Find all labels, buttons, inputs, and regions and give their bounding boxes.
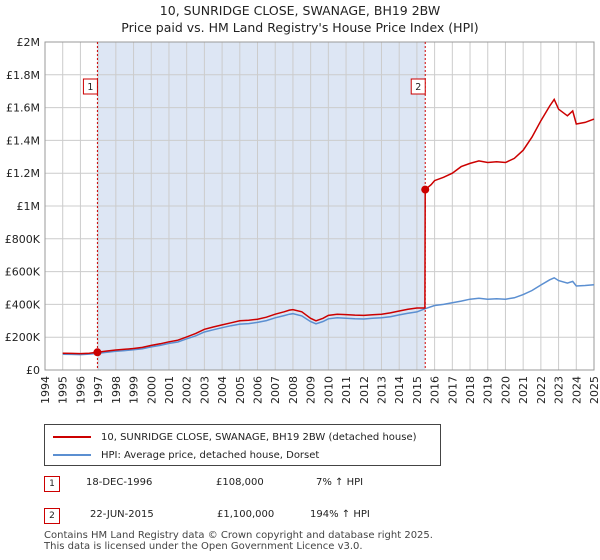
x-tick-label: 2025 — [588, 376, 600, 404]
y-tick-label: £200K — [5, 331, 41, 344]
x-tick-label: 2023 — [553, 376, 566, 404]
y-tick-label: £0 — [26, 364, 40, 377]
property-price-line — [62, 97, 595, 355]
legend-item-hpi: HPI: Average price, detached house, Dors… — [45, 446, 319, 464]
sale-annotation-box — [82, 78, 98, 95]
x-tick-label: 2017 — [446, 376, 459, 404]
transaction-row: 2 22-JUN-2015 £1,100,000 194% ↑ HPI — [44, 508, 564, 524]
transaction-marker: 2 — [44, 508, 60, 524]
x-tick-label: 2007 — [269, 376, 282, 404]
legend: 10, SUNRIDGE CLOSE, SWANAGE, BH19 2BW (d… — [44, 424, 441, 466]
legend-item-property: 10, SUNRIDGE CLOSE, SWANAGE, BH19 2BW (d… — [45, 428, 417, 446]
legend-swatch-property — [53, 436, 91, 438]
x-tick-label: 2001 — [163, 376, 176, 404]
y-tick-label: £1.4M — [6, 134, 40, 147]
x-tick-label: 1996 — [74, 376, 87, 404]
footer-copyright: Contains HM Land Registry data © Crown c… — [44, 530, 433, 541]
chart-title-line1: 10, SUNRIDGE CLOSE, SWANAGE, BH19 2BW — [159, 3, 441, 18]
footer: Contains HM Land Registry data © Crown c… — [44, 530, 433, 552]
x-tick-label: 2020 — [499, 376, 512, 404]
x-tick-label: 2014 — [393, 376, 406, 404]
x-tick-label: 2019 — [482, 376, 495, 404]
sale-annotation-box — [410, 78, 426, 95]
x-tick-label: 2018 — [464, 376, 477, 404]
x-tick-label: 2006 — [252, 376, 265, 404]
y-tick-label: £2M — [17, 36, 41, 49]
x-tick-label: 2000 — [145, 376, 158, 404]
transaction-date: 18-DEC-1996 — [86, 477, 153, 488]
y-tick-label: £600K — [5, 266, 41, 279]
transaction-marker: 1 — [44, 476, 60, 492]
plot-border — [44, 41, 595, 371]
y-tick-label: £800K — [5, 233, 41, 246]
transaction-price: £108,000 — [216, 477, 264, 488]
x-tick-label: 1999 — [128, 376, 141, 404]
x-tick-label: 1997 — [92, 376, 105, 404]
sale-point — [93, 348, 102, 357]
x-tick-label: 2011 — [340, 376, 353, 404]
x-tick-label: 2008 — [287, 376, 300, 404]
x-tick-label: 2012 — [358, 376, 371, 404]
x-tick-label: 1994 — [39, 376, 52, 404]
chart-title-line2: Price paid vs. HM Land Registry's House … — [121, 20, 479, 35]
legend-label-property: 10, SUNRIDGE CLOSE, SWANAGE, BH19 2BW (d… — [101, 431, 417, 443]
legend-swatch-hpi — [53, 454, 91, 456]
footer-licence: This data is licensed under the Open Gov… — [44, 541, 363, 552]
sale-annotation-label: 1 — [87, 82, 93, 93]
sale-annotation-label: 2 — [415, 82, 421, 93]
x-tick-label: 2013 — [375, 376, 388, 404]
sale-point — [421, 185, 430, 194]
x-tick-label: 2009 — [305, 376, 318, 404]
hpi-line — [62, 276, 595, 356]
transaction-date: 22-JUN-2015 — [90, 509, 154, 520]
x-tick-label: 2022 — [535, 376, 548, 404]
y-tick-label: £400K — [5, 298, 41, 311]
x-tick-label: 2024 — [570, 376, 583, 404]
x-tick-label: 1995 — [57, 376, 70, 404]
chart-title: 10, SUNRIDGE CLOSE, SWANAGE, BH19 2BW Pr… — [0, 2, 600, 36]
y-tick-label: £1.6M — [6, 102, 40, 115]
y-tick-label: £1.8M — [6, 69, 40, 82]
transaction-row: 1 18-DEC-1996 £108,000 7% ↑ HPI — [44, 476, 564, 492]
x-tick-label: 2003 — [198, 376, 211, 404]
transaction-hpi-change: 194% ↑ HPI — [310, 509, 370, 520]
transaction-price: £1,100,000 — [217, 509, 275, 520]
x-tick-label: 2016 — [429, 376, 442, 404]
price-chart: £0 £200K £400K £600K £800K £1M £1.2M £1.4M £1.6M… — [5, 36, 600, 404]
transaction-hpi-change: 7% ↑ HPI — [316, 477, 364, 488]
x-tick-label: 2015 — [411, 376, 424, 404]
x-tick-label: 2005 — [234, 376, 247, 404]
x-tick-label: 2002 — [181, 376, 194, 404]
y-tick-label: £1M — [17, 200, 41, 213]
x-tick-label: 2004 — [216, 376, 229, 404]
y-tick-label: £1.2M — [6, 167, 40, 180]
legend-label-hpi: HPI: Average price, detached house, Dors… — [101, 449, 320, 461]
x-tick-label: 2021 — [517, 376, 530, 404]
x-tick-label: 1998 — [110, 376, 123, 404]
x-tick-label: 2010 — [322, 376, 335, 404]
